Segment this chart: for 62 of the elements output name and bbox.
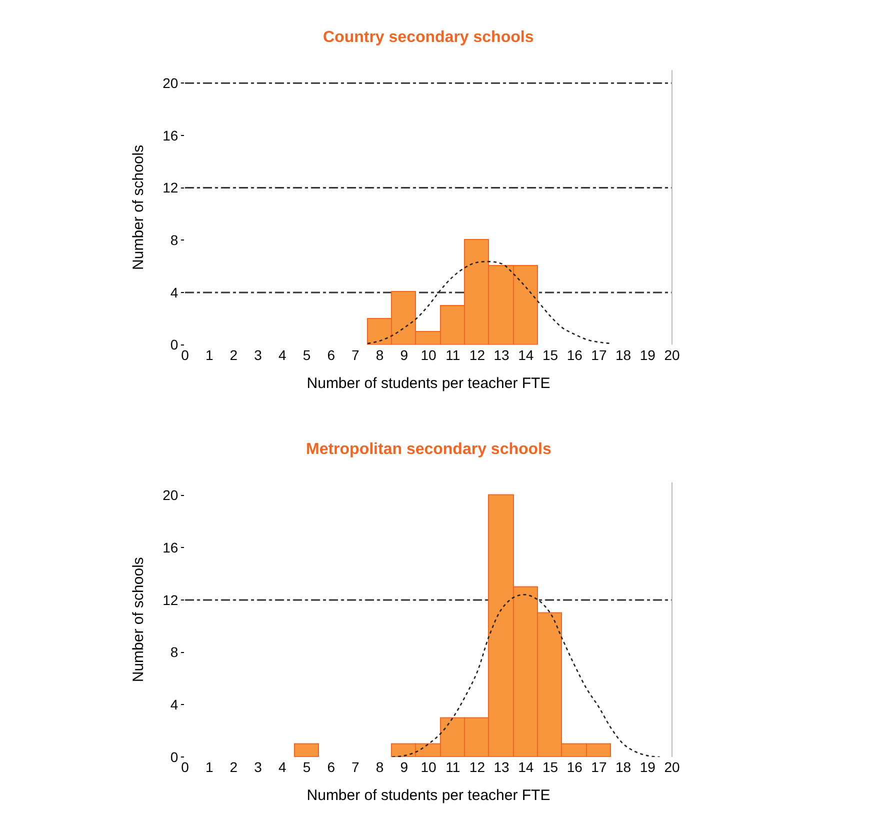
x-axis-title: Number of students per teacher FTE [306, 374, 550, 392]
x-tick-label: 13 [494, 759, 510, 775]
x-tick-label: 1 [205, 759, 214, 775]
x-tick-label: 16 [566, 346, 583, 363]
y-tick-label: 4 [170, 696, 178, 713]
x-tick-label: 3 [254, 346, 262, 363]
x-tick-label: 9 [400, 346, 408, 363]
x-tick-label: 12 [469, 346, 486, 363]
y-tick-label: 0 [170, 336, 178, 353]
x-tick-label: 5 [302, 759, 311, 775]
x-tick-label: 0 [181, 759, 190, 775]
x-tick-label: 20 [664, 346, 680, 363]
line-series [391, 594, 660, 757]
x-tick-label: 10 [420, 346, 436, 363]
x-tick-label: 11 [446, 759, 460, 775]
y-axis-title: Number of schools [130, 144, 147, 270]
y-tick-label: 8 [170, 644, 178, 660]
y-tick-label: 16 [162, 127, 178, 144]
x-tick-label: 14 [518, 346, 534, 363]
chart-title: Country secondary schools [323, 29, 534, 46]
x-tick-label: 8 [376, 346, 384, 363]
y-tick-label: 20 [162, 74, 178, 91]
x-tick-label: 2 [230, 759, 238, 775]
x-tick-label: 4 [278, 759, 286, 775]
x-tick-label: 6 [327, 346, 336, 363]
x-tick-label: 6 [327, 759, 336, 775]
y-axis-title: Number of schools [130, 557, 147, 682]
x-tick-label: 9 [400, 759, 408, 775]
y-tick-label: 12 [162, 592, 178, 608]
x-tick-label: 16 [566, 759, 583, 775]
x-tick-label: 10 [420, 759, 436, 775]
x-axis-title: Number of students per teacher FTE [306, 787, 550, 804]
x-tick-label: 19 [640, 346, 656, 363]
y-tick-label: 16 [162, 540, 178, 556]
x-tick-label: 17 [591, 759, 607, 775]
x-tick-label: 3 [254, 759, 262, 775]
x-tick-label: 7 [352, 759, 360, 775]
x-tick-label: 1 [205, 346, 214, 363]
x-tick-label: 5 [302, 346, 311, 363]
x-tick-label: 7 [352, 346, 360, 363]
x-tick-label: 18 [616, 759, 632, 775]
x-tick-label: 13 [494, 346, 510, 363]
x-tick-label: 17 [591, 346, 607, 363]
y-tick-label: 4 [170, 284, 178, 300]
x-tick-label: 20 [664, 759, 680, 775]
x-tick-label: 12 [469, 759, 486, 775]
x-tick-label: 0 [181, 346, 190, 363]
y-tick-label: 12 [162, 180, 178, 196]
x-tick-label: 2 [230, 346, 238, 363]
x-tick-label: 14 [518, 759, 534, 775]
x-tick-label: 11 [446, 346, 460, 363]
y-tick-label: 8 [170, 232, 178, 248]
x-tick-label: 4 [278, 346, 286, 363]
y-tick-label: 0 [170, 748, 178, 765]
x-tick-label: 8 [376, 759, 384, 775]
x-tick-label: 19 [640, 759, 656, 775]
x-tick-label: 15 [542, 346, 558, 363]
x-tick-label: 15 [542, 759, 558, 775]
y-tick-label: 20 [162, 487, 178, 504]
chart-title: Metropolitan secondary schools [306, 441, 552, 458]
line-series [366, 260, 612, 344]
x-tick-label: 18 [616, 346, 632, 363]
